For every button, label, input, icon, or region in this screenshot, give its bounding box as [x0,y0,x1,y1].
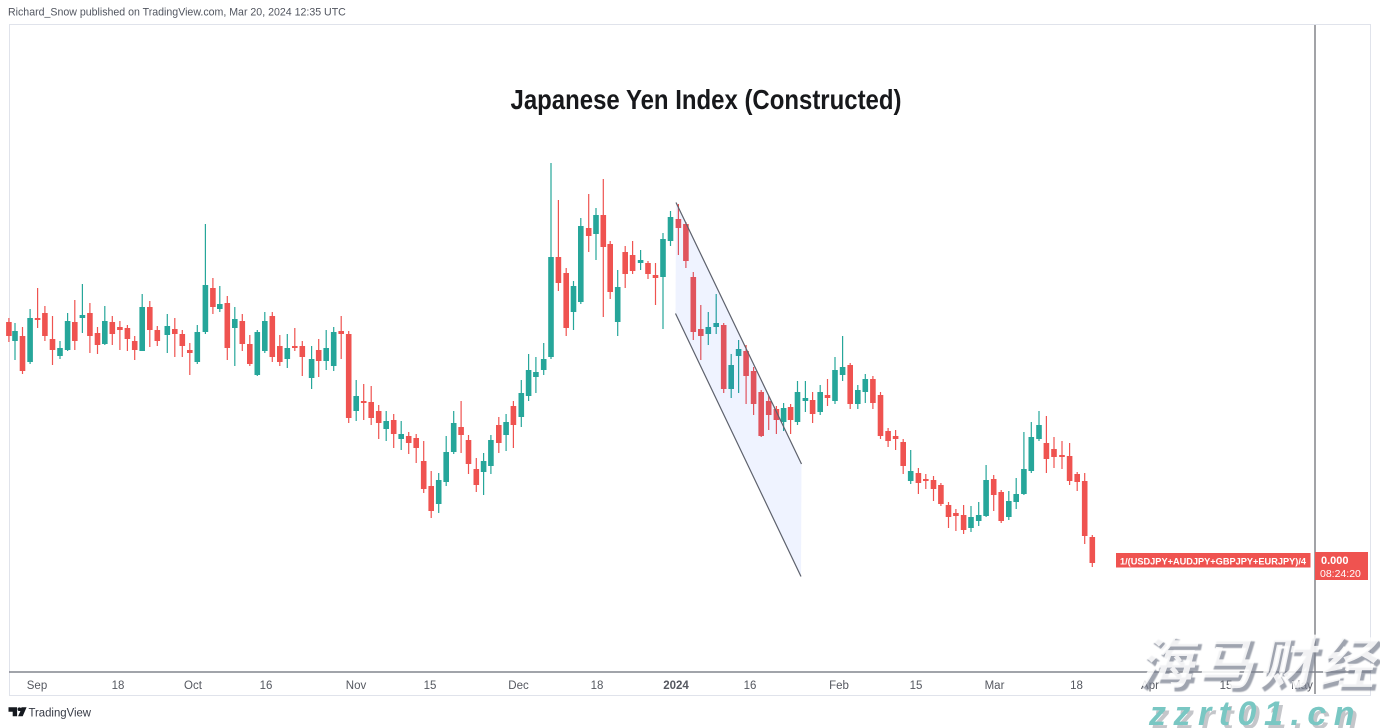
svg-text:Japanese Yen Index (Constructe: Japanese Yen Index (Constructed) [511,84,902,115]
svg-text:16: 16 [744,680,757,692]
svg-text:zzrt01.cn: zzrt01.cn [1152,699,1366,728]
svg-text:Dec: Dec [508,680,529,692]
svg-text:15: 15 [910,680,923,692]
svg-text:15: 15 [424,680,437,692]
svg-text:Richard_Snow published on Trad: Richard_Snow published on TradingView.co… [8,6,346,18]
svg-text:18: 18 [112,680,125,692]
svg-text:0.000: 0.000 [1321,555,1349,567]
svg-text:1/(USDJPY+AUDJPY+GBPJPY+EURJPY: 1/(USDJPY+AUDJPY+GBPJPY+EURJPY)/4 [1120,557,1307,568]
svg-text:Sep: Sep [27,680,47,692]
svg-text:zzrt01.cn: zzrt01.cn [1148,695,1362,728]
svg-text:Oct: Oct [184,680,203,692]
svg-text:Nov: Nov [346,680,367,692]
svg-text:Mar: Mar [985,680,1005,692]
svg-text:TradingView: TradingView [29,706,92,720]
svg-text:2024: 2024 [663,680,689,692]
svg-text:Feb: Feb [829,680,849,692]
svg-text:18: 18 [1070,680,1083,692]
svg-text:08:24:20: 08:24:20 [1320,568,1361,580]
svg-text:18: 18 [591,680,604,692]
svg-text:16: 16 [260,680,273,692]
